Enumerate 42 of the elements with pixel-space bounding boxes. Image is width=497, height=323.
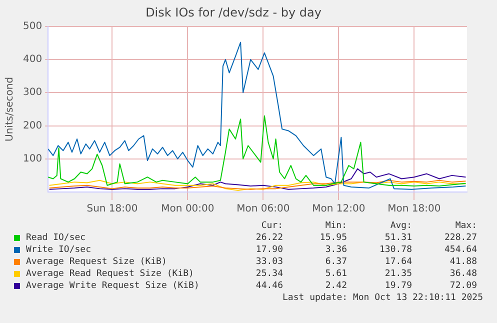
y-tick-label: 100: [22, 153, 42, 164]
x-tick-label: Mon 06:00: [236, 204, 290, 215]
legend-label: Read IO/sec: [26, 233, 86, 243]
text: 21.35: [384, 269, 412, 279]
text: 36.48: [448, 269, 477, 279]
text: 51.31: [384, 233, 412, 243]
text: 72.09: [448, 281, 477, 291]
legend-label: Average Write Request Size (KiB): [26, 281, 200, 291]
text: 6.37: [324, 257, 347, 267]
y-tick-label: 300: [22, 87, 42, 98]
text: 2.42: [324, 281, 347, 291]
text: Cur:: [260, 221, 283, 231]
x-tick-label: Mon 18:00: [388, 204, 441, 215]
text: Max:: [454, 221, 477, 231]
text: 33.03: [254, 257, 283, 267]
text: Min:: [324, 221, 347, 231]
y-axis-title: Units/second: [4, 76, 16, 142]
text: 44.46: [254, 281, 283, 291]
text: 17.64: [384, 257, 412, 267]
x-tick-label: Sun 18:00: [86, 204, 138, 215]
y-tick-label: 400: [22, 54, 42, 66]
text: Last update: Mon Oct 13 22:10:11 2025: [282, 293, 483, 303]
text: 19.79: [384, 281, 412, 291]
text: Avg:: [389, 221, 412, 231]
text: 26.22: [254, 233, 283, 243]
text: 41.88: [448, 257, 477, 267]
text: 454.64: [443, 245, 477, 255]
legend-label: Average Request Size (KiB): [26, 257, 167, 267]
text: 130.78: [378, 245, 412, 255]
text: 15.95: [318, 233, 347, 243]
text: 17.90: [254, 245, 283, 255]
chart-title: Disk IOs for /dev/sdz - by day: [146, 5, 322, 20]
text: 228.27: [443, 233, 477, 243]
y-tick-label: 500: [22, 20, 42, 32]
legend-label: Average Read Request Size (KiB): [26, 269, 194, 279]
text: 5.61: [324, 269, 347, 279]
x-tick-label: Mon 00:00: [161, 204, 214, 215]
legend-label: Write IO/sec: [26, 245, 92, 255]
text: 3.36: [324, 245, 347, 255]
y-tick-label: 200: [22, 120, 42, 132]
text: 25.34: [254, 269, 283, 279]
x-tick-label: Mon 12:00: [312, 204, 366, 215]
